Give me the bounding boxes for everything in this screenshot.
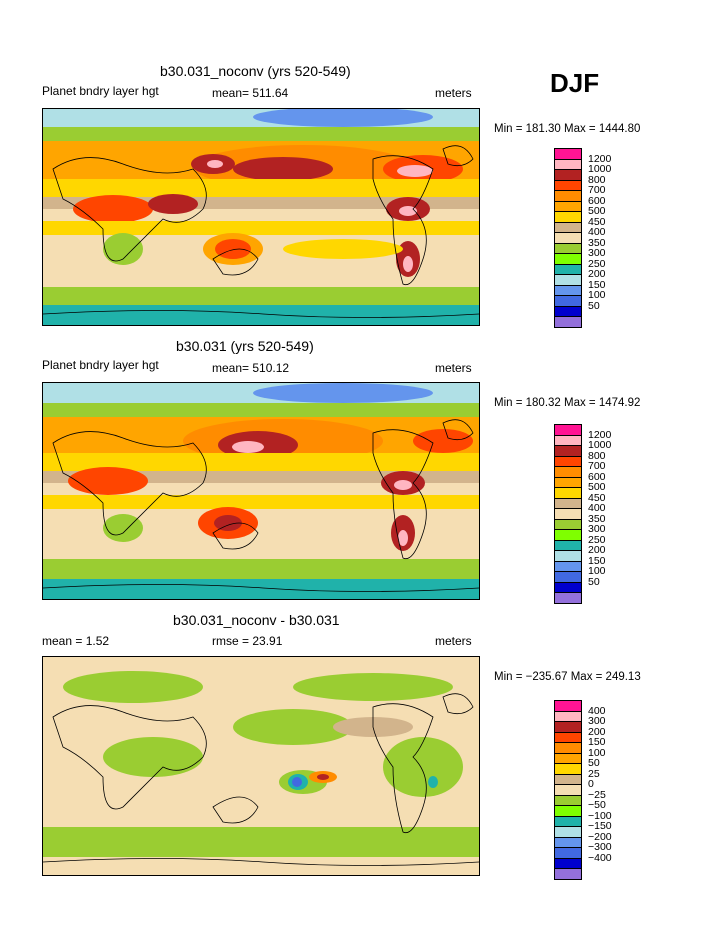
- colorbar-level-label: −400: [588, 851, 612, 864]
- colorbar-level-label: 800: [588, 173, 606, 186]
- panel2-variable: Planet bndry layer hgt: [42, 358, 159, 372]
- panel2-minmax: Min = 180.32 Max = 1474.92: [494, 397, 641, 409]
- panel1-map: [42, 108, 480, 326]
- colorbar-level-label: 50: [588, 575, 600, 588]
- colorbar-level-label: 200: [588, 268, 606, 280]
- colorbar-level-label: 1200: [588, 152, 612, 165]
- colorbar-level-label: 100: [588, 746, 606, 759]
- colorbar-swatch: [554, 592, 582, 604]
- colorbar-level-label: 500: [588, 205, 606, 217]
- colorbar-level-label: 100: [588, 565, 606, 577]
- colorbar-level-label: 50: [588, 299, 600, 312]
- colorbar-level-label: 300: [588, 715, 606, 727]
- colorbar-level-label: 1000: [588, 163, 612, 175]
- colorbar-level-label: 300: [588, 523, 606, 535]
- colorbar-level-label: 0: [588, 778, 594, 790]
- colorbar-level-label: 250: [588, 533, 606, 546]
- panel1-minmax: Min = 181.30 Max = 1444.80: [494, 123, 641, 135]
- colorbar-level-label: −150: [588, 820, 612, 832]
- colorbar-level-label: 350: [588, 236, 606, 249]
- colorbar-level-label: 200: [588, 544, 606, 556]
- colorbar-level-label: 450: [588, 491, 606, 504]
- colorbar-level-label: 300: [588, 247, 606, 259]
- panel3-title: b30.031_noconv - b30.031: [173, 612, 340, 628]
- colorbar-level-label: 600: [588, 194, 606, 207]
- panel2-units: meters: [435, 361, 472, 375]
- panel1-title: b30.031_noconv (yrs 520-549): [160, 63, 351, 79]
- panel2-mean: mean= 510.12: [212, 361, 290, 375]
- colorbar-level-label: 100: [588, 289, 606, 301]
- colorbar-level-label: 1200: [588, 428, 612, 441]
- colorbar-swatch: [554, 868, 582, 880]
- colorbar-level-label: 500: [588, 481, 606, 493]
- panel1-units: meters: [435, 86, 472, 100]
- colorbar-level-label: 150: [588, 278, 606, 291]
- colorbar-level-label: −100: [588, 809, 612, 822]
- colorbar-level-label: 50: [588, 757, 600, 769]
- colorbar-level-label: 400: [588, 704, 606, 717]
- colorbar-level-label: 350: [588, 512, 606, 525]
- colorbar-level-label: 25: [588, 767, 600, 780]
- colorbar-level-label: 800: [588, 449, 606, 462]
- panel3-map: [42, 656, 480, 876]
- colorbar-level-label: 150: [588, 554, 606, 567]
- colorbar-level-label: 250: [588, 257, 606, 270]
- panel3-mean: mean = 1.52: [42, 634, 110, 648]
- colorbar-level-label: 600: [588, 470, 606, 483]
- colorbar-level-label: 450: [588, 215, 606, 228]
- panel1-variable: Planet bndry layer hgt: [42, 84, 159, 98]
- panel2-title: b30.031 (yrs 520-549): [176, 338, 314, 354]
- colorbar-level-label: 200: [588, 725, 606, 738]
- colorbar-level-label: 1000: [588, 439, 612, 451]
- colorbar-swatch: [554, 316, 582, 328]
- colorbar-level-label: 400: [588, 502, 606, 514]
- colorbar-level-label: 700: [588, 184, 606, 196]
- colorbar-level-label: 400: [588, 226, 606, 238]
- panel3-rmse: rmse = 23.91: [212, 634, 283, 648]
- panel1-mean: mean= 511.64: [212, 86, 289, 100]
- panel2-map: [42, 382, 480, 600]
- colorbar-level-label: −25: [588, 788, 606, 801]
- colorbar-level-label: −50: [588, 799, 606, 811]
- colorbar-level-label: −300: [588, 841, 612, 853]
- colorbar-level-label: 700: [588, 460, 606, 472]
- panel3-units: meters: [435, 634, 472, 648]
- season-label: DJF: [550, 68, 600, 98]
- colorbar-level-label: −200: [588, 830, 612, 843]
- colorbar-level-label: 150: [588, 736, 606, 748]
- panel3-minmax: Min = −235.67 Max = 249.13: [494, 671, 641, 683]
